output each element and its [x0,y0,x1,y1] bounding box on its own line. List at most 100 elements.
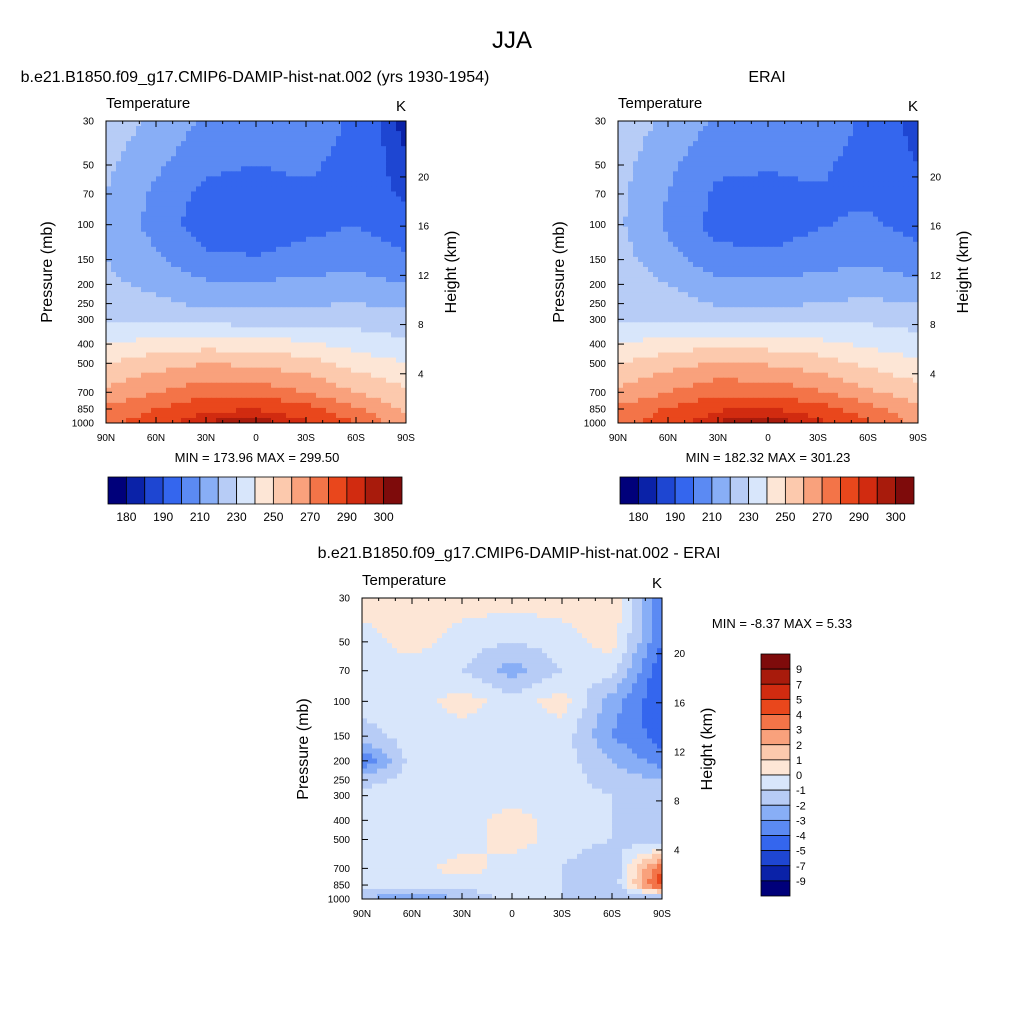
field-cell [658,186,664,192]
field-cell [241,247,247,253]
field-cell [216,227,222,233]
field-cell [171,388,177,394]
field-cell [226,166,232,172]
field-cell [351,186,357,192]
field-cell [361,393,367,399]
field-cell [703,217,709,223]
field-cell [176,337,182,343]
field-cell [898,176,904,182]
field-cell [271,322,277,328]
field-cell [638,217,644,223]
field-cell [151,207,157,213]
field-cell [261,327,267,333]
field-cell [743,202,749,208]
field-cell [753,212,759,218]
field-cell [783,181,789,187]
field-cell [201,373,207,379]
field-cell [301,267,307,273]
field-cell [768,121,774,127]
field-cell [803,207,809,213]
field-cell [908,126,914,132]
field-cell [121,151,127,157]
field-cell [643,207,649,213]
field-cell [753,222,759,228]
field-cell [356,408,362,414]
field-cell [201,403,207,409]
field-cell [291,373,297,379]
field-cell [226,337,232,343]
field-cell [231,302,237,308]
field-cell [381,252,387,258]
field-cell [191,267,197,273]
field-cell [396,408,402,414]
field-cell [863,171,869,177]
field-cell [618,166,624,172]
field-cell [201,348,207,354]
field-cell [196,393,202,399]
field-cell [136,393,142,399]
field-cell [161,378,167,384]
field-cell [371,146,377,152]
field-cell [206,282,212,288]
field-cell [151,398,157,404]
field-cell [623,131,629,137]
field-cell [211,207,217,213]
field-cell [903,222,909,228]
field-cell [216,222,222,228]
field-cell [306,171,312,177]
field-cell [191,247,197,253]
field-cell [271,383,277,389]
field-cell [241,207,247,213]
field-cell [141,393,147,399]
field-cell [768,126,774,132]
field-cell [366,131,372,137]
field-cell [873,217,879,223]
field-cell [266,146,272,152]
field-cell [301,131,307,137]
field-cell [351,217,357,223]
field-cell [683,227,689,233]
field-cell [351,373,357,379]
field-cell [818,156,824,162]
field-cell [156,398,162,404]
field-cell [888,207,894,213]
field-cell [653,141,659,147]
field-cell [326,363,332,369]
field-cell [296,232,302,238]
field-cell [648,186,654,192]
field-cell [226,242,232,248]
field-cell [778,176,784,182]
field-cell [271,247,277,253]
field-cell [271,176,277,182]
field-cell [858,202,864,208]
field-cell [261,342,267,348]
field-cell [231,262,237,268]
field-cell [116,373,122,379]
field-cell [196,388,202,394]
field-cell [171,332,177,338]
field-cell [341,403,347,409]
field-cell [763,166,769,172]
field-cell [808,171,814,177]
field-cell [396,388,402,394]
field-cell [898,166,904,172]
field-cell [643,171,649,177]
field-cell [231,373,237,379]
field-cell [643,126,649,132]
field-cell [773,146,779,152]
field-cell [176,353,182,359]
field-cell [331,322,337,328]
field-cell [141,151,147,157]
field-cell [693,186,699,192]
field-cell [341,237,347,243]
field-cell [116,232,122,238]
field-cell [241,237,247,243]
field-cell [361,121,367,127]
field-cell [161,171,167,177]
field-cell [316,156,322,162]
field-cell [396,267,402,273]
field-cell [116,348,122,354]
field-cell [156,156,162,162]
field-cell [291,292,297,298]
field-cell [381,131,387,137]
